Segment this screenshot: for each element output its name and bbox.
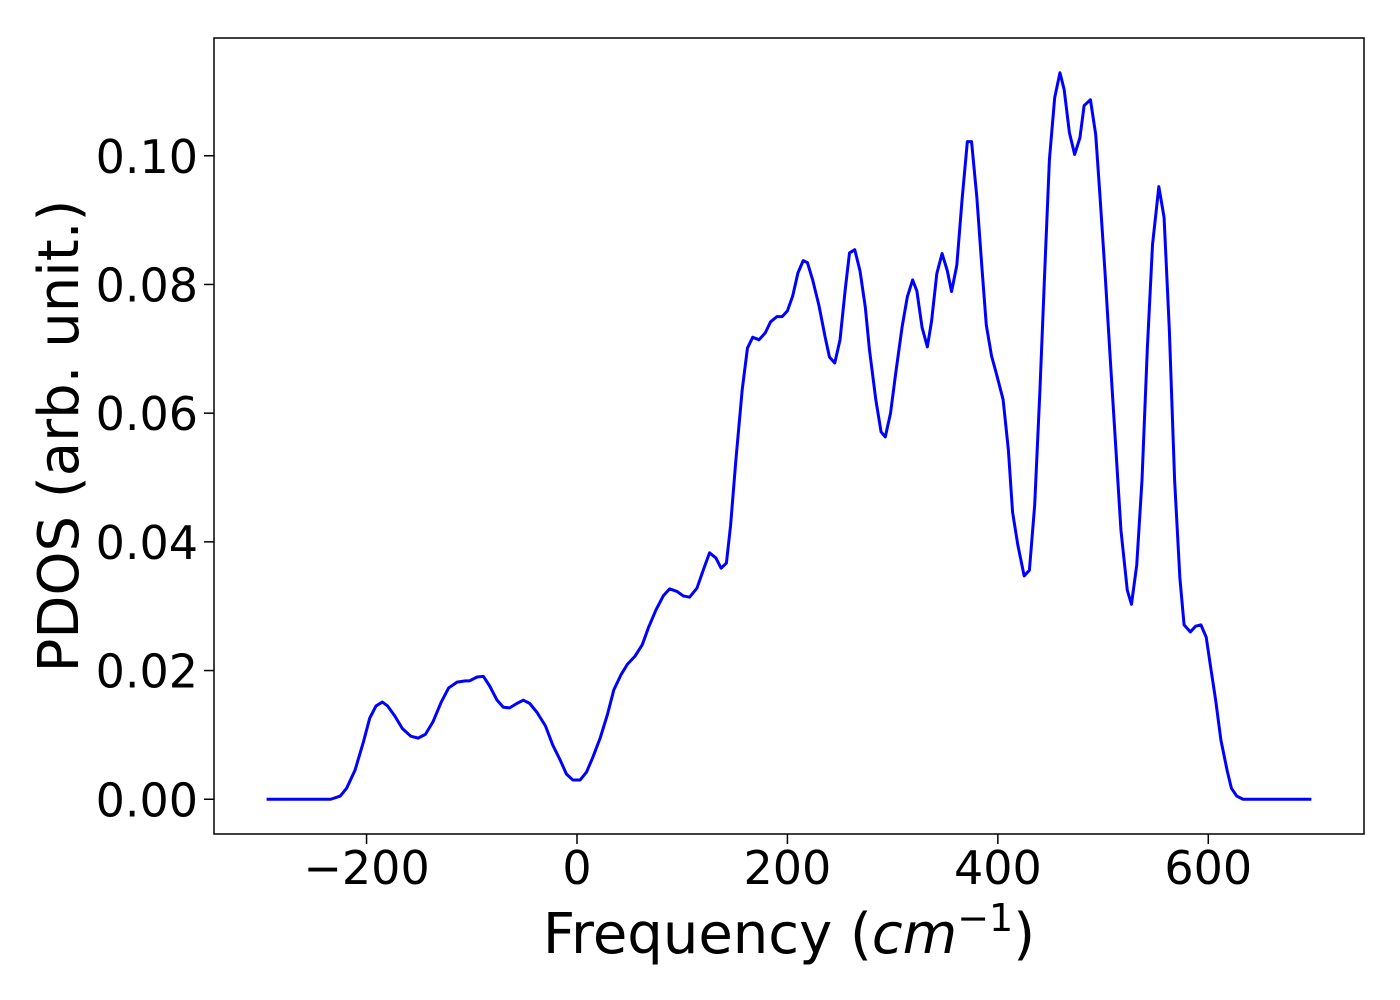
x-label-part: −1 (957, 896, 1013, 940)
y-axis-label: PDOS (arb. unit.) (27, 200, 92, 673)
x-label-part: cm (872, 902, 957, 967)
x-label-part: Frequency ( (543, 902, 872, 967)
x-tick-label: 400 (954, 841, 1042, 895)
plot-frame (213, 37, 1365, 835)
data-line (266, 71, 1312, 801)
x-tick-label: 200 (744, 841, 832, 895)
y-tick-label: 0.00 (96, 773, 198, 827)
x-tick-label: 600 (1164, 841, 1252, 895)
x-tick-label: −200 (303, 841, 429, 895)
x-label-part: ) (1013, 902, 1035, 967)
y-tick-label: 0.06 (96, 387, 198, 441)
x-axis-label: Frequency (cm−1) (543, 896, 1035, 967)
x-tick-label: 0 (562, 841, 591, 895)
y-tick-label: 0.10 (96, 130, 198, 184)
y-tick-label: 0.08 (96, 258, 198, 312)
y-tick-label: 0.02 (96, 645, 198, 699)
y-tick-label: 0.04 (96, 516, 198, 570)
